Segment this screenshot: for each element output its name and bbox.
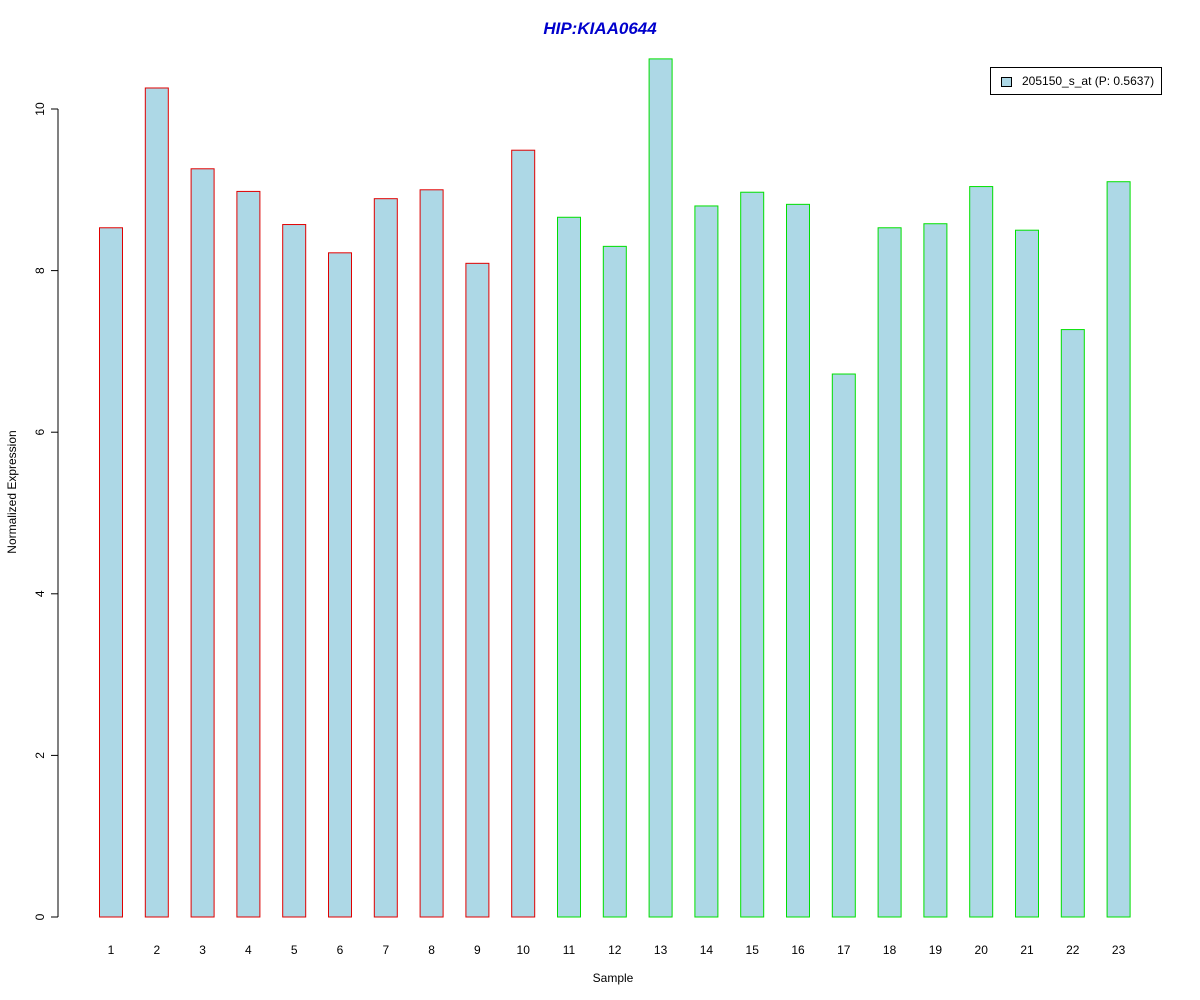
x-tick-label: 21 [1020, 943, 1034, 957]
x-tick-labels: 1 2 3 4 5 6 7 8 9 10 11 12 13 14 15 16 17 18 19 20 21 22 23 [108, 943, 1126, 957]
x-tick-label: 14 [700, 943, 714, 957]
x-tick-label: 17 [837, 943, 851, 957]
bar [465, 262, 490, 918]
bar [602, 245, 627, 918]
y-axis-label: Normalized Expression [5, 430, 19, 554]
y-tick-label: 6 [33, 429, 47, 436]
legend-swatch [1001, 77, 1012, 87]
bar [1106, 181, 1131, 918]
x-tick-label: 4 [245, 943, 252, 957]
bar [144, 87, 169, 918]
bar [328, 252, 352, 918]
x-tick-label: 6 [337, 943, 344, 957]
bar [190, 168, 215, 918]
bar [740, 191, 765, 918]
x-axis-label: Sample [592, 971, 634, 985]
x-tick-label: 5 [291, 943, 298, 957]
legend: 205150_s_at (P: 0.5637) [990, 67, 1162, 95]
x-tick-label: 19 [929, 943, 943, 957]
y-tick-label: 2 [33, 752, 47, 759]
y-tick-label: 8 [33, 267, 47, 274]
y-tick-label: 0 [33, 913, 47, 920]
bar [557, 216, 581, 918]
bar [694, 205, 719, 918]
x-tick-label: 9 [474, 943, 481, 957]
x-tick-label: 1 [108, 943, 115, 957]
x-tick-label: 16 [791, 943, 805, 957]
x-tick-label: 2 [153, 943, 160, 957]
bar [877, 227, 902, 918]
bar [236, 190, 261, 918]
x-tick-label: 3 [199, 943, 206, 957]
x-tick-label: 11 [563, 943, 576, 957]
bar [648, 58, 673, 918]
x-tick-label: 15 [746, 943, 760, 957]
bar [373, 198, 398, 918]
x-tick-label: 13 [654, 943, 668, 957]
bar [831, 373, 856, 918]
chart-title: HIP:KIAA0644 [543, 19, 657, 38]
legend-label: 205150_s_at (P: 0.5637) [1022, 74, 1155, 88]
bar [1060, 329, 1085, 918]
x-tick-label: 7 [382, 943, 389, 957]
bar [786, 203, 810, 918]
x-tick-label: 23 [1112, 943, 1126, 957]
bar [99, 227, 123, 918]
bar [511, 149, 536, 918]
x-tick-label: 20 [975, 943, 989, 957]
x-tick-label: 12 [608, 943, 622, 957]
y-axis: 0 2 4 6 8 10 [33, 102, 59, 920]
bar [969, 186, 994, 918]
bar [923, 223, 948, 918]
bar [1015, 229, 1039, 918]
y-tick-label: 10 [33, 102, 47, 116]
x-tick-label: 22 [1066, 943, 1080, 957]
x-tick-label: 8 [428, 943, 435, 957]
x-tick-label: 10 [517, 943, 531, 957]
y-tick-label: 4 [33, 590, 47, 597]
x-tick-label: 18 [883, 943, 897, 957]
bars-group [99, 58, 1131, 918]
bar [419, 189, 444, 918]
bar [282, 224, 307, 918]
